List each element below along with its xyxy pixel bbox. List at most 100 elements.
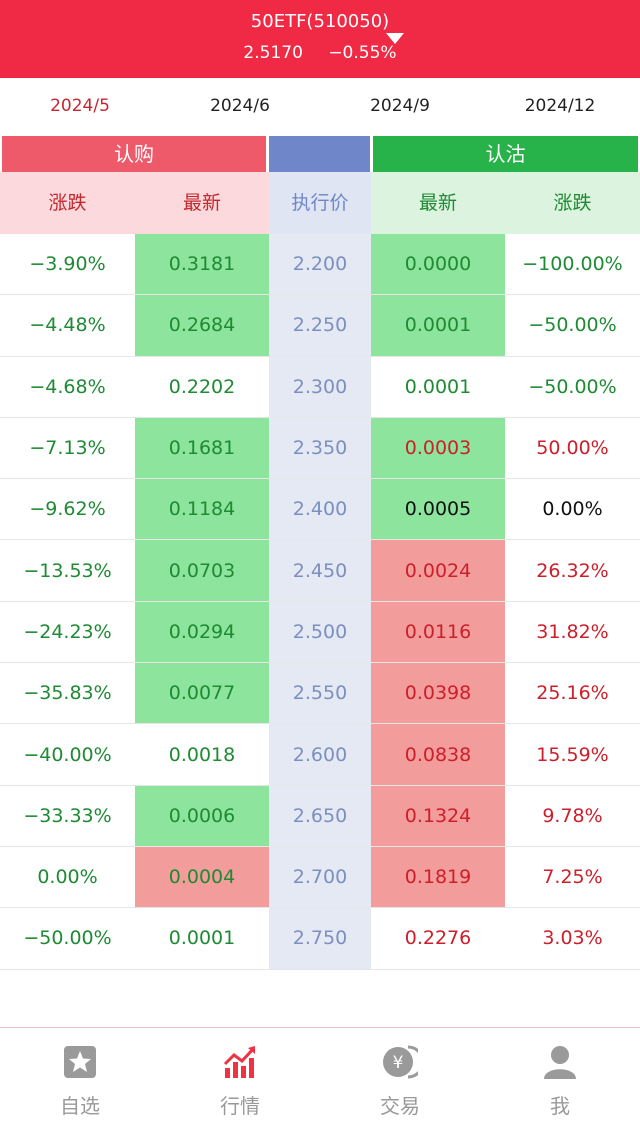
strike-cell[interactable]: 2.250 bbox=[269, 295, 371, 356]
call-latest-cell[interactable]: 0.1184 bbox=[135, 479, 269, 540]
call-latest-cell[interactable]: 0.0006 bbox=[135, 785, 269, 846]
call-change-cell[interactable]: −3.90% bbox=[29, 253, 106, 276]
put-latest-cell[interactable]: 0.2276 bbox=[404, 927, 472, 950]
bottom-divider bbox=[0, 1027, 640, 1028]
call-change-cell[interactable]: −4.48% bbox=[29, 314, 106, 337]
put-change-cell[interactable]: 3.03% bbox=[542, 927, 603, 950]
put-latest-cell[interactable]: 0.0000 bbox=[371, 234, 505, 295]
put-change-cell[interactable]: 0.00% bbox=[542, 498, 603, 521]
bottom-nav: 自选 行情 ¥ 交易 我 bbox=[0, 1028, 640, 1123]
table-row[interactable]: −4.68% 0.2202 2.300 0.0001 −50.00% bbox=[0, 356, 640, 418]
call-latest-cell[interactable]: 0.1681 bbox=[135, 417, 269, 479]
option-chain-table: −3.90% 0.3181 2.200 0.0000 −100.00% −4.48% 0.2… bbox=[0, 234, 640, 970]
nav-item-me[interactable]: 我 bbox=[480, 1028, 640, 1123]
chart-icon bbox=[223, 1046, 256, 1078]
call-group-header: 认购 bbox=[2, 136, 266, 172]
call-latest-cell[interactable]: 0.0703 bbox=[135, 540, 269, 601]
strike-cell[interactable]: 2.500 bbox=[269, 601, 371, 663]
strike-cell[interactable]: 2.400 bbox=[269, 479, 371, 540]
put-latest-cell[interactable]: 0.1324 bbox=[371, 785, 505, 846]
table-row[interactable]: −33.33% 0.0006 2.650 0.1324 9.78% bbox=[0, 785, 640, 847]
put-change-cell[interactable]: 50.00% bbox=[536, 437, 609, 460]
nav-item-trade[interactable]: ¥ 交易 bbox=[320, 1028, 480, 1123]
call-change-cell[interactable]: −35.83% bbox=[23, 682, 112, 705]
call-change-cell[interactable]: −4.68% bbox=[29, 375, 106, 398]
tab-2024-9[interactable]: 2024/9 bbox=[370, 96, 430, 116]
table-row[interactable]: −7.13% 0.1681 2.350 0.0003 50.00% bbox=[0, 417, 640, 480]
table-row[interactable]: 0.00% 0.0004 2.700 0.1819 7.25% bbox=[0, 846, 640, 909]
put-latest-cell[interactable]: 0.0001 bbox=[371, 295, 505, 356]
strike-cell[interactable]: 2.600 bbox=[269, 724, 371, 785]
table-row[interactable]: −24.23% 0.0294 2.500 0.0116 31.82% bbox=[0, 601, 640, 664]
strike-cell[interactable]: 2.300 bbox=[269, 356, 371, 417]
strike-cell[interactable]: 2.650 bbox=[269, 785, 371, 846]
nav-item-watchlist[interactable]: 自选 bbox=[0, 1028, 160, 1123]
put-group-header: 认沽 bbox=[373, 136, 638, 172]
strike-header: 执行价 bbox=[269, 172, 371, 234]
call-change-header: 涨跌 bbox=[0, 172, 135, 234]
user-icon bbox=[544, 1046, 576, 1079]
call-latest-cell[interactable]: 0.0294 bbox=[135, 601, 269, 663]
call-change-cell[interactable]: −24.23% bbox=[23, 620, 112, 643]
strike-cell[interactable]: 2.450 bbox=[269, 540, 371, 601]
put-latest-cell[interactable]: 0.0838 bbox=[371, 724, 505, 785]
put-latest-cell[interactable]: 0.0024 bbox=[371, 540, 505, 601]
put-change-cell[interactable]: 9.78% bbox=[542, 804, 603, 827]
strike-cell[interactable]: 2.750 bbox=[269, 908, 371, 969]
put-change-cell[interactable]: −100.00% bbox=[522, 253, 623, 276]
table-row[interactable]: −13.53% 0.0703 2.450 0.0024 26.32% bbox=[0, 540, 640, 602]
table-row[interactable]: −35.83% 0.0077 2.550 0.0398 25.16% bbox=[0, 663, 640, 725]
star-icon bbox=[64, 1046, 96, 1078]
strike-cell[interactable]: 2.200 bbox=[269, 234, 371, 295]
nav-item-market[interactable]: 行情 bbox=[160, 1028, 320, 1123]
nav-label: 交易 bbox=[380, 1094, 420, 1118]
put-change-cell[interactable]: 25.16% bbox=[536, 682, 609, 705]
call-latest-cell[interactable]: 0.2202 bbox=[168, 375, 236, 398]
call-latest-cell[interactable]: 0.0018 bbox=[168, 743, 236, 766]
nav-label: 我 bbox=[550, 1094, 570, 1118]
put-change-cell[interactable]: 31.82% bbox=[536, 620, 609, 643]
call-change-cell[interactable]: −13.53% bbox=[23, 559, 112, 582]
table-row[interactable]: −40.00% 0.0018 2.600 0.0838 15.59% bbox=[0, 724, 640, 786]
table-row[interactable]: −9.62% 0.1184 2.400 0.0005 0.00% bbox=[0, 479, 640, 541]
call-change-cell[interactable]: 0.00% bbox=[37, 866, 98, 889]
call-latest-cell[interactable]: 0.0077 bbox=[135, 663, 269, 724]
put-latest-cell[interactable]: 0.0003 bbox=[371, 417, 505, 479]
table-row[interactable]: −4.48% 0.2684 2.250 0.0001 −50.00% bbox=[0, 295, 640, 357]
put-change-cell[interactable]: 15.59% bbox=[536, 743, 609, 766]
yen-coin-icon: ¥ bbox=[383, 1045, 418, 1079]
call-latest-cell[interactable]: 0.0001 bbox=[168, 927, 236, 950]
put-latest-cell[interactable]: 0.0116 bbox=[371, 601, 505, 663]
put-latest-cell[interactable]: 0.1819 bbox=[371, 846, 505, 908]
strike-group-header bbox=[269, 136, 370, 172]
strike-cell[interactable]: 2.700 bbox=[269, 846, 371, 908]
put-change-cell[interactable]: −50.00% bbox=[528, 375, 617, 398]
call-change-cell[interactable]: −7.13% bbox=[29, 437, 106, 460]
put-latest-cell[interactable]: 0.0398 bbox=[371, 663, 505, 724]
tab-2024-5[interactable]: 2024/5 bbox=[50, 96, 110, 116]
tab-2024-12[interactable]: 2024/12 bbox=[524, 96, 596, 116]
put-change-cell[interactable]: −50.00% bbox=[528, 314, 617, 337]
put-latest-cell[interactable]: 0.0005 bbox=[371, 479, 505, 540]
call-latest-cell[interactable]: 0.3181 bbox=[135, 234, 269, 295]
call-latest-cell[interactable]: 0.2684 bbox=[135, 295, 269, 356]
put-change-cell[interactable]: 26.32% bbox=[536, 559, 609, 582]
column-header: 涨跌 最新 执行价 最新 涨跌 bbox=[0, 172, 640, 234]
put-latest-cell[interactable]: 0.0001 bbox=[404, 375, 472, 398]
call-change-cell[interactable]: −50.00% bbox=[23, 927, 112, 950]
strike-cell[interactable]: 2.350 bbox=[269, 417, 371, 479]
strike-cell[interactable]: 2.550 bbox=[269, 663, 371, 724]
table-row[interactable]: −50.00% 0.0001 2.750 0.2276 3.03% bbox=[0, 908, 640, 970]
underlying-title[interactable]: 50ETF(510050) bbox=[250, 11, 390, 32]
dropdown-triangle-icon[interactable] bbox=[386, 33, 404, 44]
call-change-cell[interactable]: −9.62% bbox=[29, 498, 106, 521]
table-row[interactable]: −3.90% 0.3181 2.200 0.0000 −100.00% bbox=[0, 234, 640, 296]
put-latest-header: 最新 bbox=[371, 172, 505, 234]
put-change-cell[interactable]: 7.25% bbox=[542, 866, 603, 889]
header: 50ETF(510050) 2.5170 −0.55% bbox=[0, 0, 640, 78]
call-change-cell[interactable]: −33.33% bbox=[23, 804, 112, 827]
nav-label: 自选 bbox=[60, 1094, 100, 1118]
call-change-cell[interactable]: −40.00% bbox=[23, 743, 112, 766]
tab-2024-6[interactable]: 2024/6 bbox=[210, 96, 270, 116]
call-latest-cell[interactable]: 0.0004 bbox=[135, 846, 269, 908]
